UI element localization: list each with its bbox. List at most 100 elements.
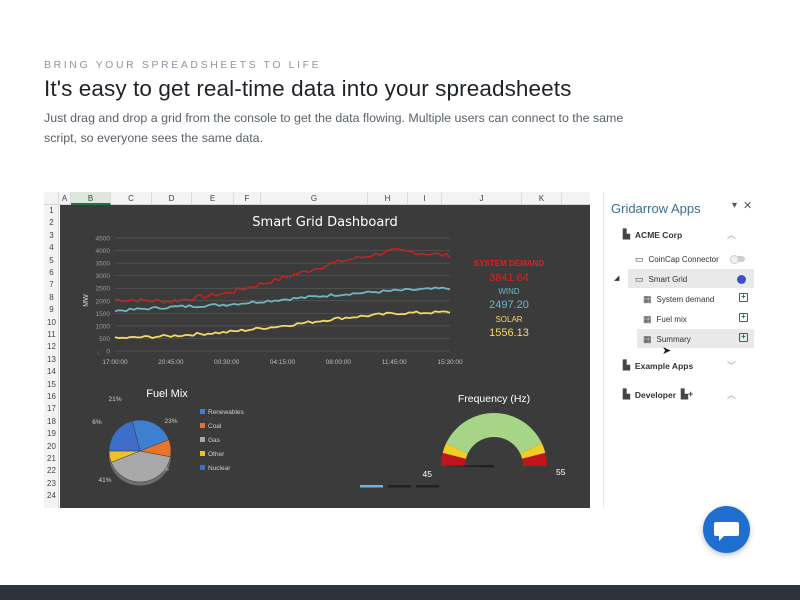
eyebrow: BRING YOUR SPREADSHEETS TO LIFE [44,59,322,71]
row-header[interactable]: 2 [49,218,54,228]
y-tick-label: 3000 [96,273,111,280]
row-header[interactable]: 20 [47,441,56,451]
column-header[interactable]: A [59,192,71,205]
group-acme[interactable]: ▙ ACME Corp [623,229,682,240]
window-icon: ▭ [635,274,644,284]
hover-row-highlight [637,329,754,348]
row-header[interactable]: 18 [47,416,56,426]
row-header[interactable]: 1 [49,206,54,215]
window-icon: ▭ [635,254,644,264]
group-developer[interactable]: ▙ Developer ▙+ [623,389,698,400]
legend-label: Gas [208,437,221,444]
apps-panel: Gridarrow Apps ▾ ✕ ▙ ACME Corp ︿ ▭ CoinC… [603,192,754,508]
gauge-needle [444,465,494,468]
carousel-dot[interactable] [416,485,439,488]
row-header[interactable]: 24 [47,491,56,501]
add-grid-icon[interactable]: + [739,293,748,302]
chevron-up-icon[interactable]: ︿ [727,390,737,400]
grid-icon: ▦ [643,314,652,324]
column-header[interactable]: B [71,192,111,205]
column-header[interactable]: K [522,192,562,205]
row-header[interactable]: 14 [47,367,56,377]
row-header[interactable]: 11 [47,330,56,339]
column-header[interactable]: F [234,192,261,205]
row-header[interactable]: 16 [47,392,56,401]
grid-item-label: Fuel mix [656,315,687,324]
row-header[interactable]: 21 [47,454,56,463]
dashboard: Smart Grid Dashboard 0 500 1000 1500 2000 250… [60,205,590,508]
chevron-down-icon[interactable]: ﹀ [727,361,737,371]
y-tick-label: 1000 [96,323,111,330]
column-header[interactable]: J [442,192,522,205]
solar-label: SOLAR [495,315,522,324]
footer-bar [0,585,800,600]
pie-slice [110,450,171,483]
row-header[interactable]: 5 [49,255,54,265]
coincap-toggle[interactable] [730,254,745,264]
row-header[interactable]: 6 [49,268,54,277]
legend-swatch [200,423,205,428]
building-icon: ▙ [623,229,630,239]
chevron-up-icon[interactable]: ︿ [727,230,737,240]
column-header[interactable]: C [111,192,152,205]
grid-item[interactable]: ▦ System demand [643,294,714,305]
gauge-band [522,452,547,466]
row-header[interactable]: 19 [47,429,56,439]
add-grid-icon[interactable]: + [739,313,748,322]
app-smart-grid[interactable]: ▭ Smart Grid [635,274,687,285]
row-header[interactable]: 4 [49,243,54,253]
row-header[interactable]: 22 [47,466,56,476]
row-header[interactable]: 23 [47,478,56,488]
legend-swatch [200,437,205,442]
group-example[interactable]: ▙ Example Apps [623,360,693,371]
legend-label: Coal [208,423,222,430]
row-header[interactable]: 12 [47,342,56,352]
column-header[interactable]: I [408,192,442,205]
column-header[interactable]: G [261,192,368,205]
x-tick-label: 20:45:00 [158,359,184,366]
row-header[interactable]: 7 [49,280,54,290]
demand-label: SYSTEM DEMAND [474,259,544,268]
add-grid-icon[interactable]: + [739,333,748,342]
series-line [114,247,451,304]
column-header[interactable]: E [192,192,234,205]
grid-item-label: System demand [656,295,715,304]
app-coincap[interactable]: ▭ CoinCap Connector [635,254,719,265]
row-header[interactable]: 8 [49,292,54,302]
close-icon[interactable]: ✕ [743,200,753,212]
row-header[interactable]: 17 [47,404,56,414]
column-header[interactable]: D [152,192,192,205]
x-tick-label: 17:00:00 [102,359,128,366]
app-smart-grid-label: Smart Grid [648,275,688,284]
grid-icon: ▦ [643,334,652,344]
legend-label: Other [208,451,225,458]
carousel-dot[interactable] [388,485,411,488]
group-acme-label: ACME Corp [634,229,683,240]
chat-button[interactable] [703,506,750,553]
row-header[interactable]: 3 [49,230,54,240]
column-header[interactable]: H [368,192,408,205]
carousel-dot-active[interactable] [360,485,383,488]
row-header[interactable]: 15 [47,379,56,389]
collapse-caret-icon[interactable]: ◢ [614,275,620,282]
select-all-corner[interactable] [44,192,59,205]
add-folder-icon[interactable]: ▙+ [681,389,694,399]
legend-label: Renewables [208,409,245,416]
gauge-band [441,452,466,466]
series-line [114,286,451,313]
grid-item[interactable]: ▦ Summary [643,334,691,345]
smart-grid-toggle[interactable] [731,274,746,284]
carousel-prev-icon[interactable]: ‹ [96,346,101,360]
caret-down-icon[interactable]: ▾ [732,200,738,211]
grid-item[interactable]: ▦ Fuel mix [643,314,687,325]
legend-swatch [200,409,205,414]
selected-row-highlight [628,269,754,288]
y-tick-label: 4500 [96,236,111,243]
x-tick-label: 08:00:00 [326,359,352,366]
row-header[interactable]: 10 [47,317,56,327]
gauge-max-label: 55 [556,467,566,477]
row-header[interactable]: 13 [47,354,56,364]
row-header[interactable]: 9 [49,305,54,315]
pie-chart: 23%9%41%6%21%RenewablesCoalGasOtherNucle… [92,396,245,486]
